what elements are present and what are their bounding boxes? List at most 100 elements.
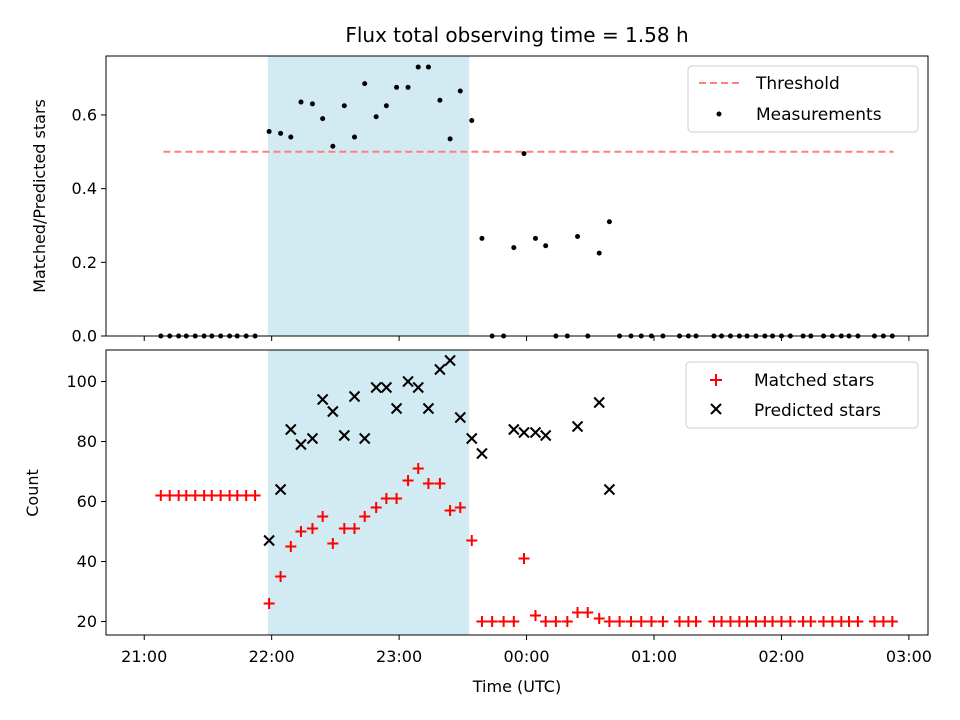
matched-star-point [249,490,261,501]
bottom-x-axis: 21:00 22:00 23:00 00:00 01:00 02:00 03:00 [121,635,932,666]
matched-star-point [338,523,350,534]
measurement-point [352,134,358,140]
top-plot-area [158,64,895,339]
matched-star-point [434,478,446,489]
matched-star-point [486,616,498,627]
measurement-point [469,117,475,123]
bottom-ytick-label: 20 [77,612,97,631]
measurement-point [394,84,400,90]
measurement-point [309,101,315,107]
measurement-point [447,136,453,142]
matched-star-point [518,553,530,564]
bottom-ytick-label: 40 [77,552,97,571]
figure-title: Flux total observing time = 1.58 h [345,23,688,47]
matched-star-point [572,607,584,618]
matched-star-point [391,493,403,504]
top-y-axis: 0.0 0.2 0.4 0.6 [72,105,106,346]
measurement-point [521,151,527,157]
measurement-point [341,103,347,109]
top-legend: Threshold Measurements [687,65,919,133]
matched-star-point [561,616,573,627]
predicted-star-point [316,393,329,406]
predicted-star-point [358,432,371,445]
measurement-point [288,134,294,140]
measurement-point [320,116,326,122]
measurement-point [543,243,549,249]
top-legend-box [687,65,919,133]
xtick-label: 23:00 [376,647,422,666]
measurement-point [575,234,581,240]
measurement-point [437,97,443,103]
measurement-point [511,245,517,251]
bottom-highlight-span [267,350,470,635]
predicted-star-point [593,396,605,409]
predicted-star-point [348,390,361,403]
matched-star-point [444,505,456,516]
bottom-y-axis: 20 40 60 80 100 [66,372,106,631]
predicted-star-point [529,426,542,439]
matched-star-point [582,607,594,618]
legend-predicted-swatch [710,403,722,415]
top-axes-frame [105,55,929,337]
predicted-star-point [285,423,297,436]
measurement-point [266,129,272,135]
matched-star-point [635,616,647,627]
matched-star-point [306,523,318,534]
xtick-label: 01:00 [631,647,677,666]
matched-star-point [550,616,562,627]
bottom-panel: 20 40 60 80 100 21:00 22:00 23:00 00:00 01:00 02:… [23,349,932,696]
predicted-star-point [327,405,339,418]
matched-star-point [412,463,424,474]
predicted-star-point [306,432,319,445]
predicted-star-point [508,423,520,436]
matched-star-point [498,616,510,627]
matched-star-point [657,616,669,627]
matched-star-point [625,616,637,627]
predicted-star-point [603,483,616,496]
matched-star-point [805,616,817,627]
predicted-star-point [295,438,307,451]
legend-measurements-swatch [716,111,722,117]
xtick-label: 00:00 [504,647,550,666]
measurement-point [596,250,602,256]
predicted-star-point [444,354,456,367]
matched-star-point [263,598,275,609]
predicted-star-point [571,420,584,433]
top-ytick-label: 0.4 [72,179,97,198]
matched-star-point [359,511,371,522]
predicted-star-point [263,534,275,547]
matched-star-point [593,613,605,624]
measurement-point [405,84,411,90]
matched-star-point [402,475,414,486]
measurement-point [415,64,421,70]
top-ytick-label: 0.2 [72,253,97,272]
legend-predicted-label: Predicted stars [754,401,881,421]
predicted-star-point [274,483,287,496]
matched-star-point [317,511,329,522]
matched-star-point [275,571,287,582]
bottom-ytick-label: 60 [77,492,97,511]
predicted-star-point [454,411,466,424]
legend-matched-swatch [710,374,722,386]
matched-star-point [690,616,702,627]
measurement-point [479,235,485,241]
predicted-star-point [422,402,435,415]
predicted-star-point [412,381,424,394]
top-panel: 0.0 0.2 0.4 0.6 Matched/Predicted stars Thr… [30,55,929,346]
measurement-point [278,130,284,136]
measurement-point [457,88,463,94]
top-ytick-label: 0.6 [72,105,97,124]
xtick-label: 03:00 [886,647,932,666]
measurement-point [532,235,538,241]
matched-star-point [349,523,361,534]
x-axis-label: Time (UTC) [472,677,561,696]
predicted-star-point [539,429,552,442]
matched-star-point [422,478,434,489]
matched-star-point [603,616,615,627]
xtick-label: 22:00 [249,647,295,666]
measurement-point [330,143,336,149]
matched-star-point [466,535,478,546]
matched-star-point [886,616,898,627]
predicted-star-point [402,375,414,388]
